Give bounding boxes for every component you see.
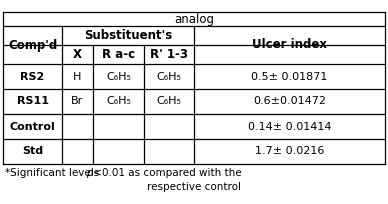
Text: p: p (86, 168, 93, 178)
Text: *Significant levels: *Significant levels (5, 168, 102, 178)
Text: 0.6±0.01472: 0.6±0.01472 (253, 96, 326, 106)
Text: RS11: RS11 (17, 96, 48, 106)
Text: C₆H₅: C₆H₅ (157, 96, 182, 106)
Text: Substituent's: Substituent's (84, 29, 172, 42)
Text: R a-c: R a-c (102, 48, 135, 61)
Text: analog: analog (174, 12, 214, 26)
Text: 0.5± 0.01871: 0.5± 0.01871 (251, 71, 328, 82)
Text: <0.01 as compared with the: <0.01 as compared with the (90, 168, 242, 178)
Text: 1.7± 0.0216: 1.7± 0.0216 (255, 146, 324, 156)
Text: H: H (73, 71, 82, 82)
Text: Comp'd: Comp'd (8, 39, 57, 51)
Text: Br: Br (71, 96, 84, 106)
Text: C₆H₅: C₆H₅ (157, 71, 182, 82)
Text: RS2: RS2 (21, 71, 45, 82)
Text: Control: Control (10, 122, 55, 132)
Text: respective control: respective control (147, 182, 241, 192)
Text: R' 1-3: R' 1-3 (150, 48, 188, 61)
Text: Std: Std (22, 146, 43, 156)
Text: X: X (73, 48, 82, 61)
Text: Ulcer index: Ulcer index (252, 39, 327, 51)
Text: 0.14± 0.01414: 0.14± 0.01414 (248, 122, 331, 132)
Text: C₆H₅: C₆H₅ (106, 96, 131, 106)
Text: C₆H₅: C₆H₅ (106, 71, 131, 82)
